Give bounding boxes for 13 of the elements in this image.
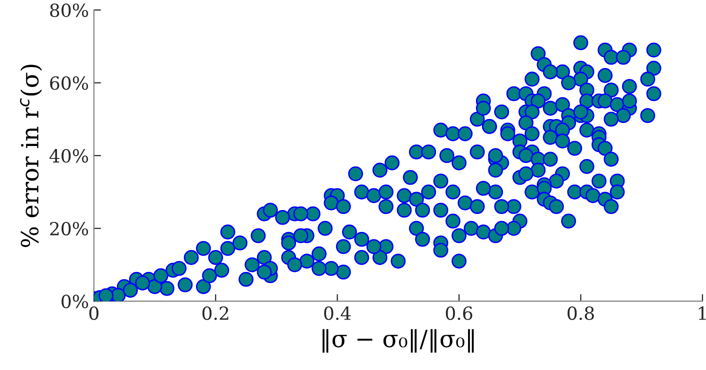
y-tick-label: 80% bbox=[50, 3, 88, 18]
y-tick-label: 60% bbox=[50, 76, 88, 90]
x-tick-label: 0.8 bbox=[568, 306, 594, 320]
y-axis-title: % error in r$^{c}$(σ) bbox=[20, 64, 42, 248]
y-tick-label: 0% bbox=[62, 294, 88, 308]
x-tick-label: 0 bbox=[89, 306, 98, 320]
y-tick-label: 20% bbox=[50, 222, 88, 236]
x-axis-title: ‖σ − σ₀‖/‖σ₀‖ bbox=[322, 329, 474, 353]
x-tick-label: 0.6 bbox=[446, 306, 472, 320]
x-tick-label: 1 bbox=[698, 306, 706, 320]
x-tick-label: 0.4 bbox=[324, 306, 351, 320]
x-tick-label: 0.2 bbox=[202, 306, 228, 320]
y-tick-label: 40% bbox=[49, 149, 88, 163]
